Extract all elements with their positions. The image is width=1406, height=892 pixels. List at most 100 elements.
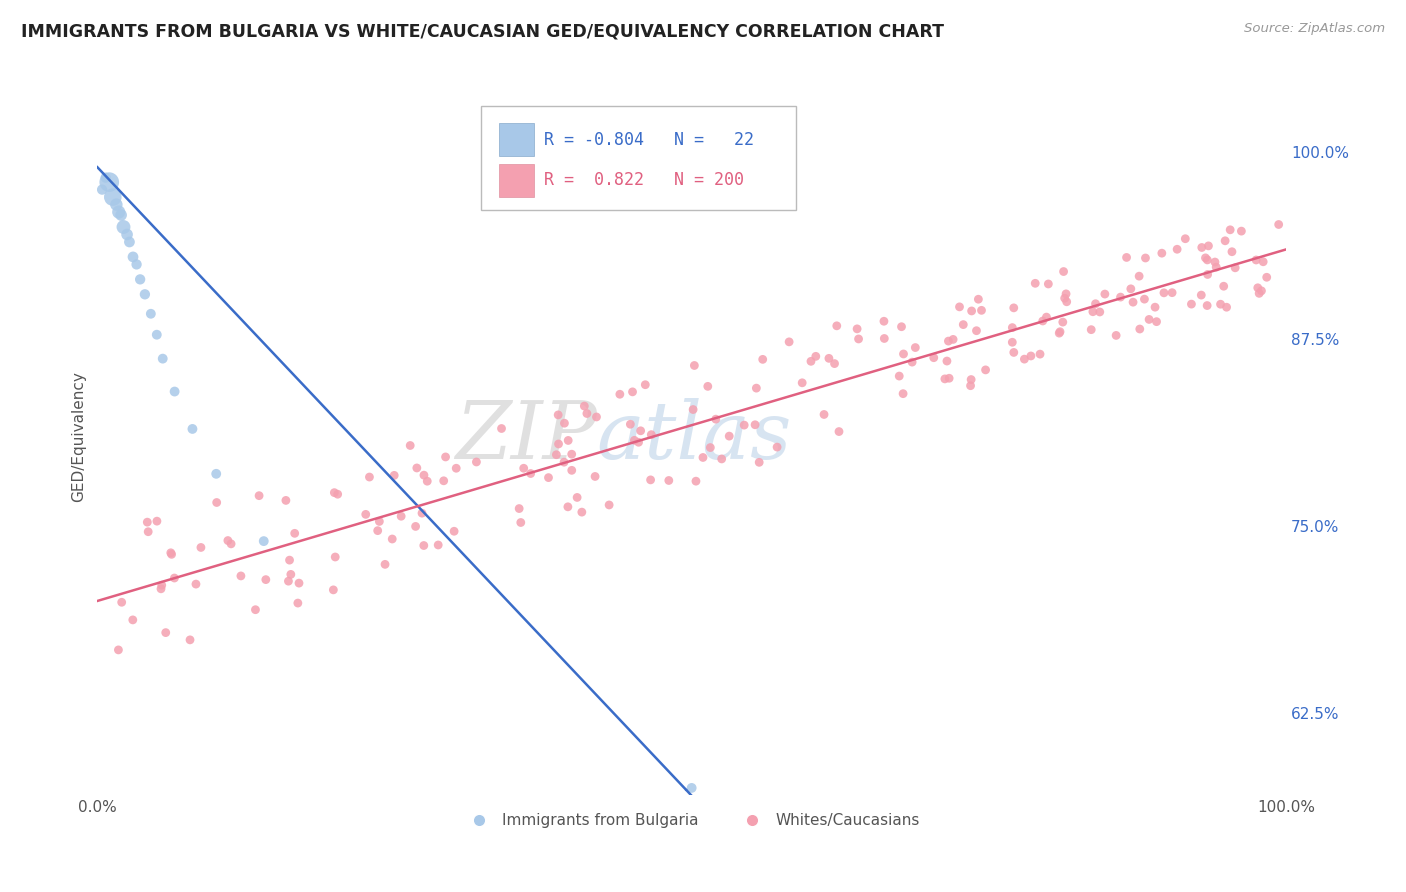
Point <box>381 532 404 546</box>
Point <box>1129 322 1152 336</box>
Point <box>1267 218 1289 232</box>
Point <box>934 372 956 386</box>
Point <box>274 493 297 508</box>
Point <box>413 468 436 483</box>
Point <box>118 235 141 249</box>
Point <box>1024 277 1046 291</box>
Point <box>1166 242 1188 256</box>
Point <box>509 516 531 530</box>
Point <box>1220 244 1243 259</box>
Point <box>828 425 851 439</box>
Point <box>433 474 456 488</box>
Point <box>1213 234 1236 248</box>
Point <box>1001 335 1024 350</box>
Point <box>948 300 970 314</box>
Point <box>571 505 593 519</box>
Point <box>107 643 129 657</box>
Point <box>229 569 252 583</box>
Point <box>813 408 835 422</box>
Point <box>904 341 927 355</box>
Point <box>163 384 186 399</box>
Point <box>416 474 439 488</box>
Point <box>710 451 733 466</box>
Point <box>1197 299 1219 313</box>
Point <box>561 447 583 461</box>
Point <box>280 567 302 582</box>
Point <box>443 524 465 539</box>
Point <box>190 541 212 555</box>
Point <box>623 434 645 448</box>
Point <box>278 553 301 567</box>
Point <box>359 470 381 484</box>
Point <box>1080 323 1102 337</box>
Point <box>1205 260 1227 274</box>
Point <box>139 307 162 321</box>
Point <box>179 632 201 647</box>
Point <box>792 376 814 390</box>
Point <box>901 355 924 369</box>
Text: ZIP: ZIP <box>454 398 596 475</box>
Point <box>94 170 117 185</box>
Point <box>155 625 177 640</box>
Point <box>574 399 596 413</box>
Point <box>1256 270 1278 285</box>
Point <box>434 450 457 464</box>
Point <box>848 332 870 346</box>
Point <box>245 603 267 617</box>
Point <box>219 537 242 551</box>
Point <box>326 487 349 501</box>
FancyBboxPatch shape <box>499 123 533 156</box>
Point <box>125 257 148 271</box>
Point <box>1115 251 1137 265</box>
Point <box>1247 281 1270 295</box>
Point <box>952 318 974 332</box>
Point <box>935 354 957 368</box>
Point <box>1250 284 1272 298</box>
Point <box>960 373 983 387</box>
Point <box>1194 251 1216 265</box>
Point <box>512 461 534 475</box>
Point <box>873 331 896 345</box>
Point <box>609 387 631 401</box>
Point <box>444 461 467 475</box>
Text: atlas: atlas <box>596 398 792 475</box>
Point <box>160 547 183 561</box>
Point <box>136 515 159 529</box>
Point <box>181 422 204 436</box>
Point <box>217 533 239 548</box>
Point <box>922 351 945 365</box>
Point <box>966 324 988 338</box>
Point <box>367 524 389 538</box>
Point <box>967 292 990 306</box>
Point <box>1161 285 1184 300</box>
Point <box>891 386 914 401</box>
Point <box>778 334 800 349</box>
Point <box>152 351 174 366</box>
Point <box>105 197 128 211</box>
Point <box>112 219 135 234</box>
Text: R =  0.822   N = 200: R = 0.822 N = 200 <box>544 171 744 189</box>
Point <box>1088 305 1111 319</box>
Point <box>98 175 121 189</box>
Point <box>683 359 706 373</box>
Point <box>1052 264 1074 278</box>
Point <box>824 357 846 371</box>
Point <box>1032 314 1054 328</box>
Point <box>508 501 530 516</box>
Point <box>1109 290 1132 304</box>
Point <box>110 208 132 222</box>
Point <box>1219 223 1241 237</box>
Point <box>277 574 299 589</box>
Point <box>1002 345 1025 359</box>
Point <box>368 515 391 529</box>
Point <box>818 351 841 366</box>
Point <box>634 377 657 392</box>
Point <box>1081 304 1104 318</box>
Point <box>205 467 228 481</box>
Point <box>322 582 344 597</box>
Point <box>1002 301 1025 315</box>
Point <box>1204 255 1226 269</box>
Point <box>704 412 727 426</box>
Point <box>1197 268 1219 282</box>
Point <box>1038 277 1060 291</box>
